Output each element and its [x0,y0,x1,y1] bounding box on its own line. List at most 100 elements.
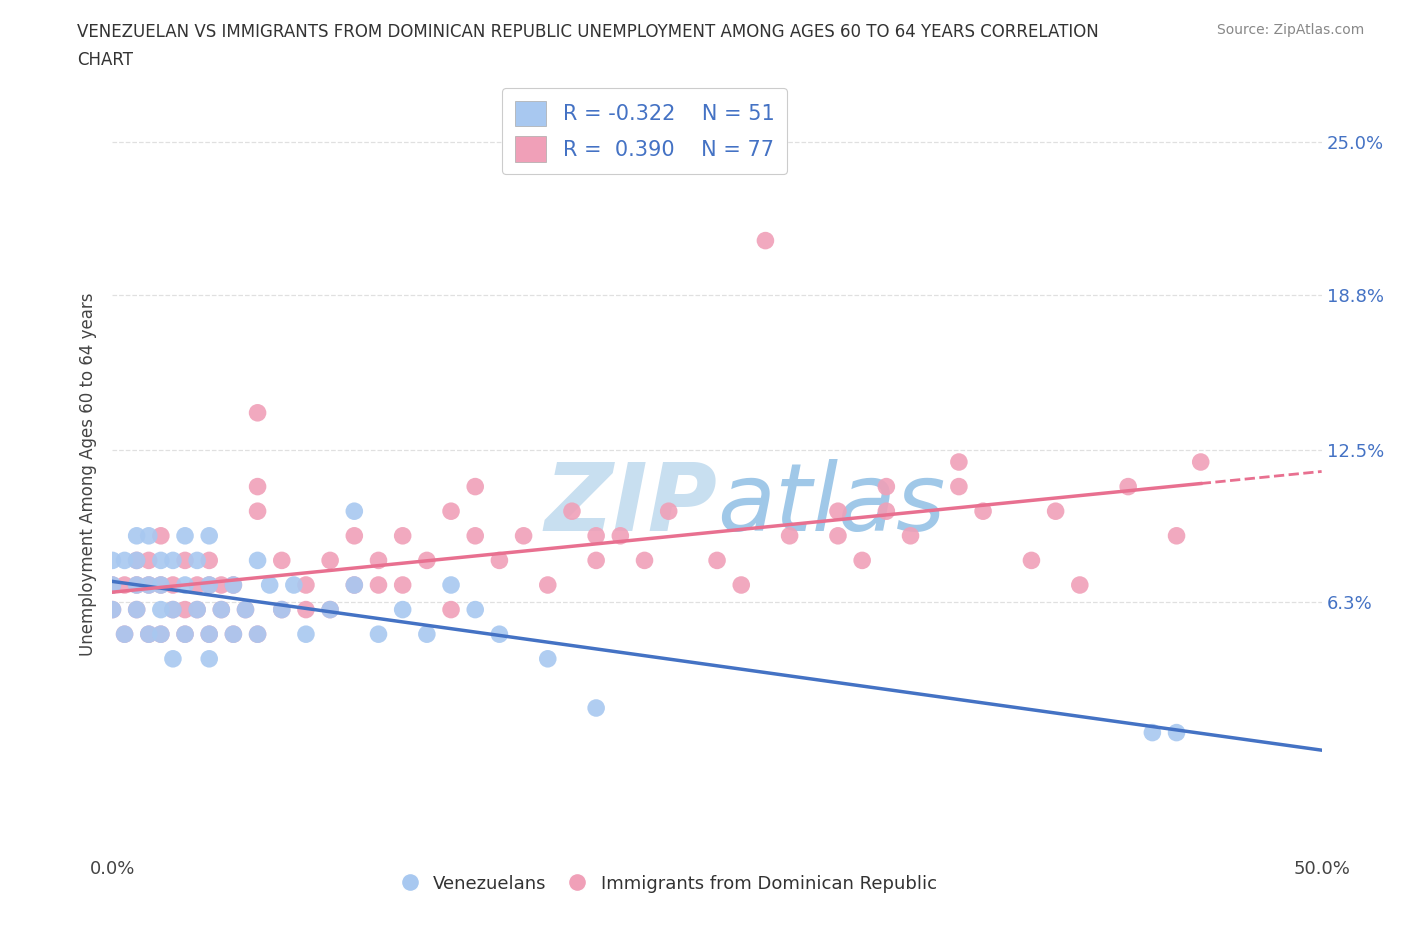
Point [198,553,221,568]
Point [779,528,801,543]
Point [198,578,221,592]
Point [1166,725,1188,740]
Point [222,578,245,592]
Point [1116,479,1139,494]
Point [149,553,172,568]
Point [246,405,269,420]
Point [149,627,172,642]
Point [246,504,269,519]
Point [222,627,245,642]
Point [125,528,148,543]
Point [343,528,366,543]
Point [416,553,439,568]
Point [537,651,560,666]
Point [246,553,269,568]
Point [948,455,970,470]
Point [162,651,184,666]
Point [149,578,172,592]
Point [174,627,197,642]
Point [561,504,583,519]
Point [319,602,342,617]
Point [1166,528,1188,543]
Point [149,578,172,592]
Point [827,528,849,543]
Point [198,578,221,592]
Point [391,528,413,543]
Legend: Venezuelans, Immigrants from Dominican Republic: Venezuelans, Immigrants from Dominican R… [394,868,943,900]
Point [537,578,560,592]
Point [138,578,160,592]
Point [464,479,486,494]
Point [101,553,124,568]
Point [209,602,232,617]
Point [149,602,172,617]
Point [367,578,389,592]
Point [295,578,318,592]
Point [440,504,463,519]
Point [209,602,232,617]
Y-axis label: Unemployment Among Ages 60 to 64 years: Unemployment Among Ages 60 to 64 years [79,293,97,656]
Point [209,578,232,592]
Point [198,627,221,642]
Point [1021,553,1043,568]
Point [162,553,184,568]
Point [658,504,681,519]
Point [162,578,184,592]
Point [875,479,897,494]
Point [138,528,160,543]
Point [186,578,208,592]
Point [464,602,486,617]
Point [198,651,221,666]
Point [101,578,124,592]
Point [319,602,342,617]
Point [1069,578,1091,592]
Point [585,700,607,715]
Point [1045,504,1067,519]
Text: ZIP: ZIP [544,458,717,551]
Point [222,578,245,592]
Point [464,528,486,543]
Point [488,627,510,642]
Point [138,578,160,592]
Point [1142,725,1164,740]
Point [114,578,136,592]
Point [246,627,269,642]
Point [343,504,366,519]
Point [125,553,148,568]
Point [138,553,160,568]
Point [416,627,439,642]
Point [609,528,631,543]
Point [948,479,970,494]
Point [114,553,136,568]
Point [972,504,994,519]
Point [512,528,534,543]
Point [283,578,305,592]
Text: CHART: CHART [77,51,134,69]
Point [851,553,873,568]
Point [174,602,197,617]
Point [367,553,389,568]
Point [754,233,776,248]
Text: Source: ZipAtlas.com: Source: ZipAtlas.com [1216,23,1364,37]
Point [186,602,208,617]
Point [440,602,463,617]
Text: VENEZUELAN VS IMMIGRANTS FROM DOMINICAN REPUBLIC UNEMPLOYMENT AMONG AGES 60 TO 6: VENEZUELAN VS IMMIGRANTS FROM DOMINICAN … [77,23,1099,41]
Point [174,553,197,568]
Point [259,578,281,592]
Point [149,528,172,543]
Point [270,602,292,617]
Point [101,578,124,592]
Point [174,627,197,642]
Point [343,578,366,592]
Point [391,578,413,592]
Point [186,553,208,568]
Point [319,553,342,568]
Point [125,578,148,592]
Point [174,578,197,592]
Point [186,602,208,617]
Point [235,602,257,617]
Point [706,553,728,568]
Point [367,627,389,642]
Point [222,627,245,642]
Point [149,627,172,642]
